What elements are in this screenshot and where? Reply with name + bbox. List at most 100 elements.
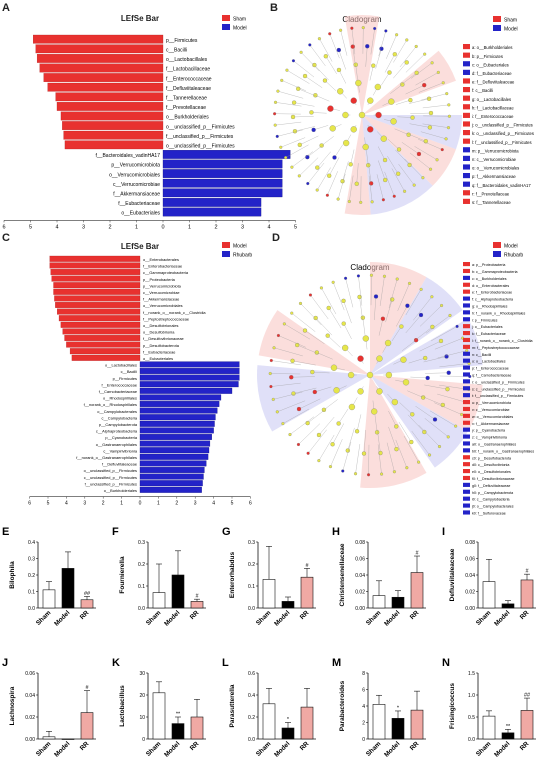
- clade-item-label: a: p__Proteobacteria: [472, 263, 505, 267]
- clade-node: [405, 466, 409, 470]
- clade-node: [410, 412, 415, 417]
- lefse-bar-label: c__Campylobacteria: [102, 415, 138, 420]
- clade-node: [423, 52, 427, 56]
- clade-branch: [315, 317, 333, 336]
- lefse-bar-label: o__Burkholderiales: [166, 115, 209, 121]
- y-tick-label: 0.2: [28, 573, 35, 579]
- x-tick-label: 1: [120, 501, 123, 507]
- clade-item-label: c: o__Eubacteriales: [472, 62, 509, 67]
- x-group-label: Model: [53, 740, 71, 758]
- clade-node: [271, 397, 275, 401]
- clade-node: [378, 450, 383, 456]
- clade-item-swatch: [463, 275, 470, 280]
- y-tick-label: 1.0: [468, 693, 475, 699]
- clade-branch: [313, 125, 329, 131]
- clade-item-swatch: [463, 173, 470, 179]
- group-bar: [482, 581, 496, 609]
- clade-node: [419, 287, 423, 291]
- clade-node: [306, 182, 310, 186]
- clade-node: [445, 387, 450, 392]
- y-tick-label: 0.6: [248, 671, 255, 677]
- lefse-bar-label: p__Proteobacteria: [143, 277, 176, 282]
- clade-item-swatch: [463, 503, 470, 508]
- clade-branch: [400, 72, 417, 86]
- lefse-bar-blue: [139, 420, 215, 427]
- lefse-bar-label: f__unclassified_p__Firmicutes: [85, 481, 137, 486]
- lefse-bar-blue: [139, 374, 240, 381]
- clade-branch: [275, 102, 302, 107]
- lefse-bar-label: p__Cyanobacteria: [105, 435, 137, 440]
- clade-node: [354, 181, 359, 186]
- clade-item-swatch: [463, 95, 470, 101]
- panel-letter: N: [442, 657, 450, 669]
- y-tick-label: 0.00: [465, 606, 475, 612]
- significance-mark: ##: [524, 693, 531, 699]
- clade-node: [311, 127, 316, 133]
- lefse-bar-label: o__Desulfobrionales: [143, 323, 179, 328]
- clade-node: [394, 424, 399, 429]
- clade-item-label: h: f__norank_o__Rhodospirillales: [472, 311, 526, 315]
- clade-node: [396, 171, 401, 176]
- y-tick-label: 0.02: [465, 590, 475, 596]
- clade-item-swatch: [463, 324, 470, 329]
- clade-node: [446, 370, 451, 375]
- clade-node: [421, 176, 425, 180]
- clade-branch: [329, 33, 340, 59]
- clade-branch: [418, 424, 440, 447]
- y-tick-label: 0.00: [25, 737, 35, 743]
- panel-c-letter: C: [2, 232, 10, 244]
- clade-node: [380, 135, 387, 142]
- y-tick-label: 0.0: [28, 606, 35, 612]
- clade-branch: [356, 414, 362, 432]
- clade-node: [399, 324, 404, 329]
- clade-branch: [358, 275, 363, 306]
- clade-branch: [395, 99, 411, 105]
- significance-mark: #: [305, 563, 309, 569]
- lefse-bar-label: c__Alphaproteobacteria: [96, 429, 138, 434]
- lefse-bar-label: f__Carnobacteriaceae: [99, 389, 137, 394]
- clade-branch: [439, 363, 470, 368]
- x-tick-label: 4: [55, 224, 58, 230]
- clade-node: [382, 157, 388, 163]
- clade-item-swatch: [463, 441, 470, 446]
- lefse-bar-red: [60, 111, 164, 121]
- clade-branch: [282, 408, 310, 424]
- x-group-label: RR: [519, 740, 531, 752]
- lefse-bar-label: f__Tannerellaceae: [166, 96, 207, 102]
- lefse-bar-label: o__unclassified_p__Firmicutes: [166, 144, 235, 150]
- clade-item-label: q: f__Bacteroidales_vadinHA17: [472, 183, 531, 188]
- clade-node: [438, 338, 444, 344]
- clade-node: [323, 54, 328, 59]
- clade-node: [325, 193, 329, 197]
- group-bar: [190, 601, 204, 609]
- clade-branch: [273, 347, 303, 357]
- x-tick-label: 5: [231, 501, 234, 507]
- panel-letter: L: [222, 657, 229, 669]
- clade-node: [387, 70, 392, 75]
- clade-node: [290, 358, 295, 363]
- clade-root-node: [358, 111, 366, 119]
- clade-branch: [421, 93, 447, 101]
- clade-node: [376, 388, 383, 395]
- x-group-label: Model: [273, 740, 291, 758]
- clade-node: [394, 447, 399, 452]
- panel-letter: K: [112, 657, 120, 669]
- clade-item-swatch: [463, 413, 470, 418]
- lefse-bar-label: f__Enterococcaceae: [166, 76, 212, 82]
- clade-item-label: g: o__Rhodospirillales: [472, 305, 508, 309]
- clade-node: [297, 142, 302, 147]
- lefse-bar-red: [35, 44, 164, 54]
- panel-letter: F: [112, 526, 119, 538]
- clade-node: [384, 29, 388, 33]
- significance-mark: **: [176, 712, 181, 718]
- group-bar: [372, 704, 386, 740]
- clade-branch: [415, 72, 439, 86]
- clade-item-swatch: [463, 61, 470, 67]
- clade-item-label: p: f__Akkermansiaceae: [472, 174, 516, 179]
- lefse-bar-red: [49, 262, 141, 269]
- clade-node: [299, 50, 303, 54]
- clade-item-swatch: [463, 130, 470, 136]
- lefse-bar-blue: [139, 401, 220, 407]
- x-tick-label: 2: [214, 224, 217, 230]
- lefse-bar-label: o__Desulfobrionia: [143, 330, 175, 335]
